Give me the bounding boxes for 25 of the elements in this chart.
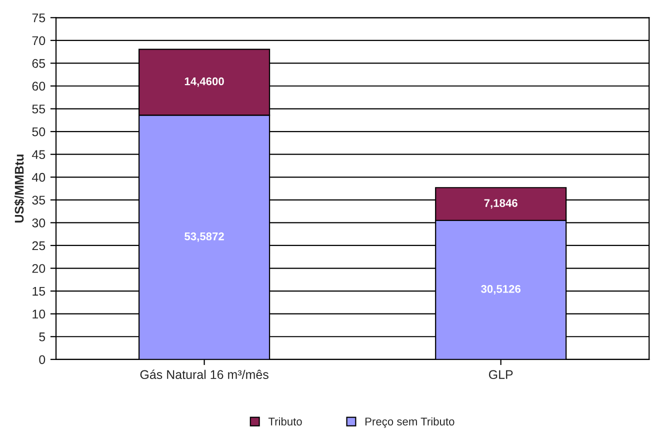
y-tick-label: 0: [39, 355, 46, 364]
x-tick-label: Gás Natural 16 m³/mês: [140, 370, 268, 380]
y-tick-label: 35: [32, 196, 46, 205]
y-tick-label: 40: [32, 172, 46, 182]
y-tick-label: 75: [32, 14, 46, 22]
data-label: 14,4600: [184, 77, 224, 87]
y-tick-label: 20: [32, 264, 46, 273]
y-tick-label: 25: [32, 241, 46, 250]
y-tick-label: 10: [32, 310, 46, 318]
data-label: 7,1846: [484, 199, 518, 209]
legend-label: Preço sem Tributo: [365, 417, 454, 428]
y-tick-label: 15: [32, 286, 46, 296]
y-tick-label: 30: [32, 218, 46, 228]
y-tick-label: 65: [32, 59, 46, 68]
legend-label: Tributo: [268, 417, 302, 426]
data-label: 30,5126: [481, 285, 521, 294]
y-tick-label: 70: [32, 36, 46, 46]
x-tick-label: GLP: [488, 370, 513, 380]
y-tick-label: 55: [32, 104, 46, 114]
y-tick-label: 45: [32, 150, 46, 159]
y-tick-label: 60: [32, 82, 46, 91]
y-tick-label: 5: [39, 332, 46, 342]
y-tick-label: 50: [32, 127, 46, 136]
y-axis-title: US$/MMBtu: [14, 154, 24, 222]
data-label: 53,5872: [184, 232, 224, 242]
